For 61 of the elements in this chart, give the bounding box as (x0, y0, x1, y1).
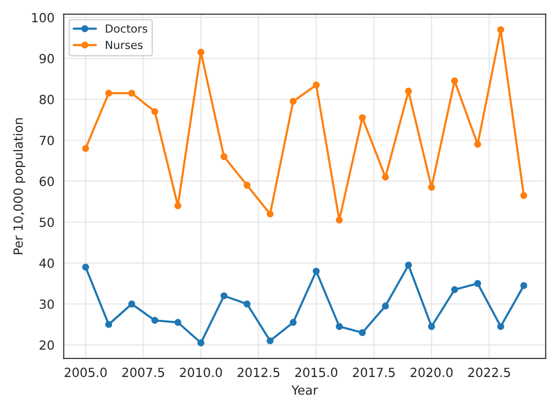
point (82, 144, 90, 152)
y-tick-label: 70 (40, 136, 54, 146)
legend-label: Nurses (106, 40, 143, 50)
point (266, 337, 274, 344)
point (474, 140, 482, 148)
point (405, 262, 412, 269)
x-tick-label: 2007.5 (122, 368, 164, 378)
point (151, 108, 158, 116)
point (197, 339, 204, 346)
point (428, 184, 436, 191)
point (428, 323, 436, 330)
x-tick-label: 2015.0 (295, 368, 338, 378)
point (451, 77, 458, 84)
point (105, 90, 112, 97)
y-tick-label: 90 (40, 54, 54, 64)
x-tick-label: 2005.0 (64, 368, 107, 378)
point (382, 302, 389, 310)
point (105, 320, 112, 328)
point (244, 300, 251, 308)
point (405, 88, 412, 95)
point (82, 264, 90, 271)
y-tick-label: 30 (40, 299, 54, 309)
point (290, 98, 297, 105)
point (128, 90, 136, 97)
point (336, 216, 343, 224)
point (220, 292, 228, 300)
point (151, 316, 158, 324)
point (520, 192, 528, 199)
y-tick-label: 100 (32, 12, 54, 22)
y-tick-label: 60 (40, 176, 54, 186)
point (174, 318, 182, 326)
x-tick-label: 2012.5 (238, 368, 280, 378)
point (358, 114, 366, 122)
point (312, 268, 320, 275)
point (497, 26, 504, 34)
x-tick-label: 2020.0 (410, 368, 453, 378)
y-tick-label: 20 (40, 340, 54, 350)
y-tick-label: 50 (40, 218, 54, 228)
point (336, 323, 343, 330)
x-tick-label: 2022.5 (468, 368, 510, 378)
point (128, 300, 136, 308)
point (382, 174, 389, 181)
point (358, 329, 366, 336)
x-axis-title: Year (291, 385, 318, 395)
point (451, 286, 458, 294)
y-tick-label: 40 (39, 258, 54, 268)
point (474, 280, 482, 287)
point (497, 323, 504, 330)
point (520, 282, 528, 290)
y-axis-title: Per 10,000 population (13, 118, 26, 254)
point (312, 82, 320, 88)
point (266, 210, 274, 218)
x-tick-label: 2017.5 (352, 368, 395, 378)
point (290, 318, 297, 326)
point (220, 153, 228, 160)
point (197, 48, 204, 56)
x-tick-label: 2010.0 (180, 368, 222, 378)
legend-label: Doctors (106, 24, 148, 33)
point (244, 182, 251, 189)
y-tick-label: 80 (40, 94, 54, 104)
point (174, 202, 182, 210)
